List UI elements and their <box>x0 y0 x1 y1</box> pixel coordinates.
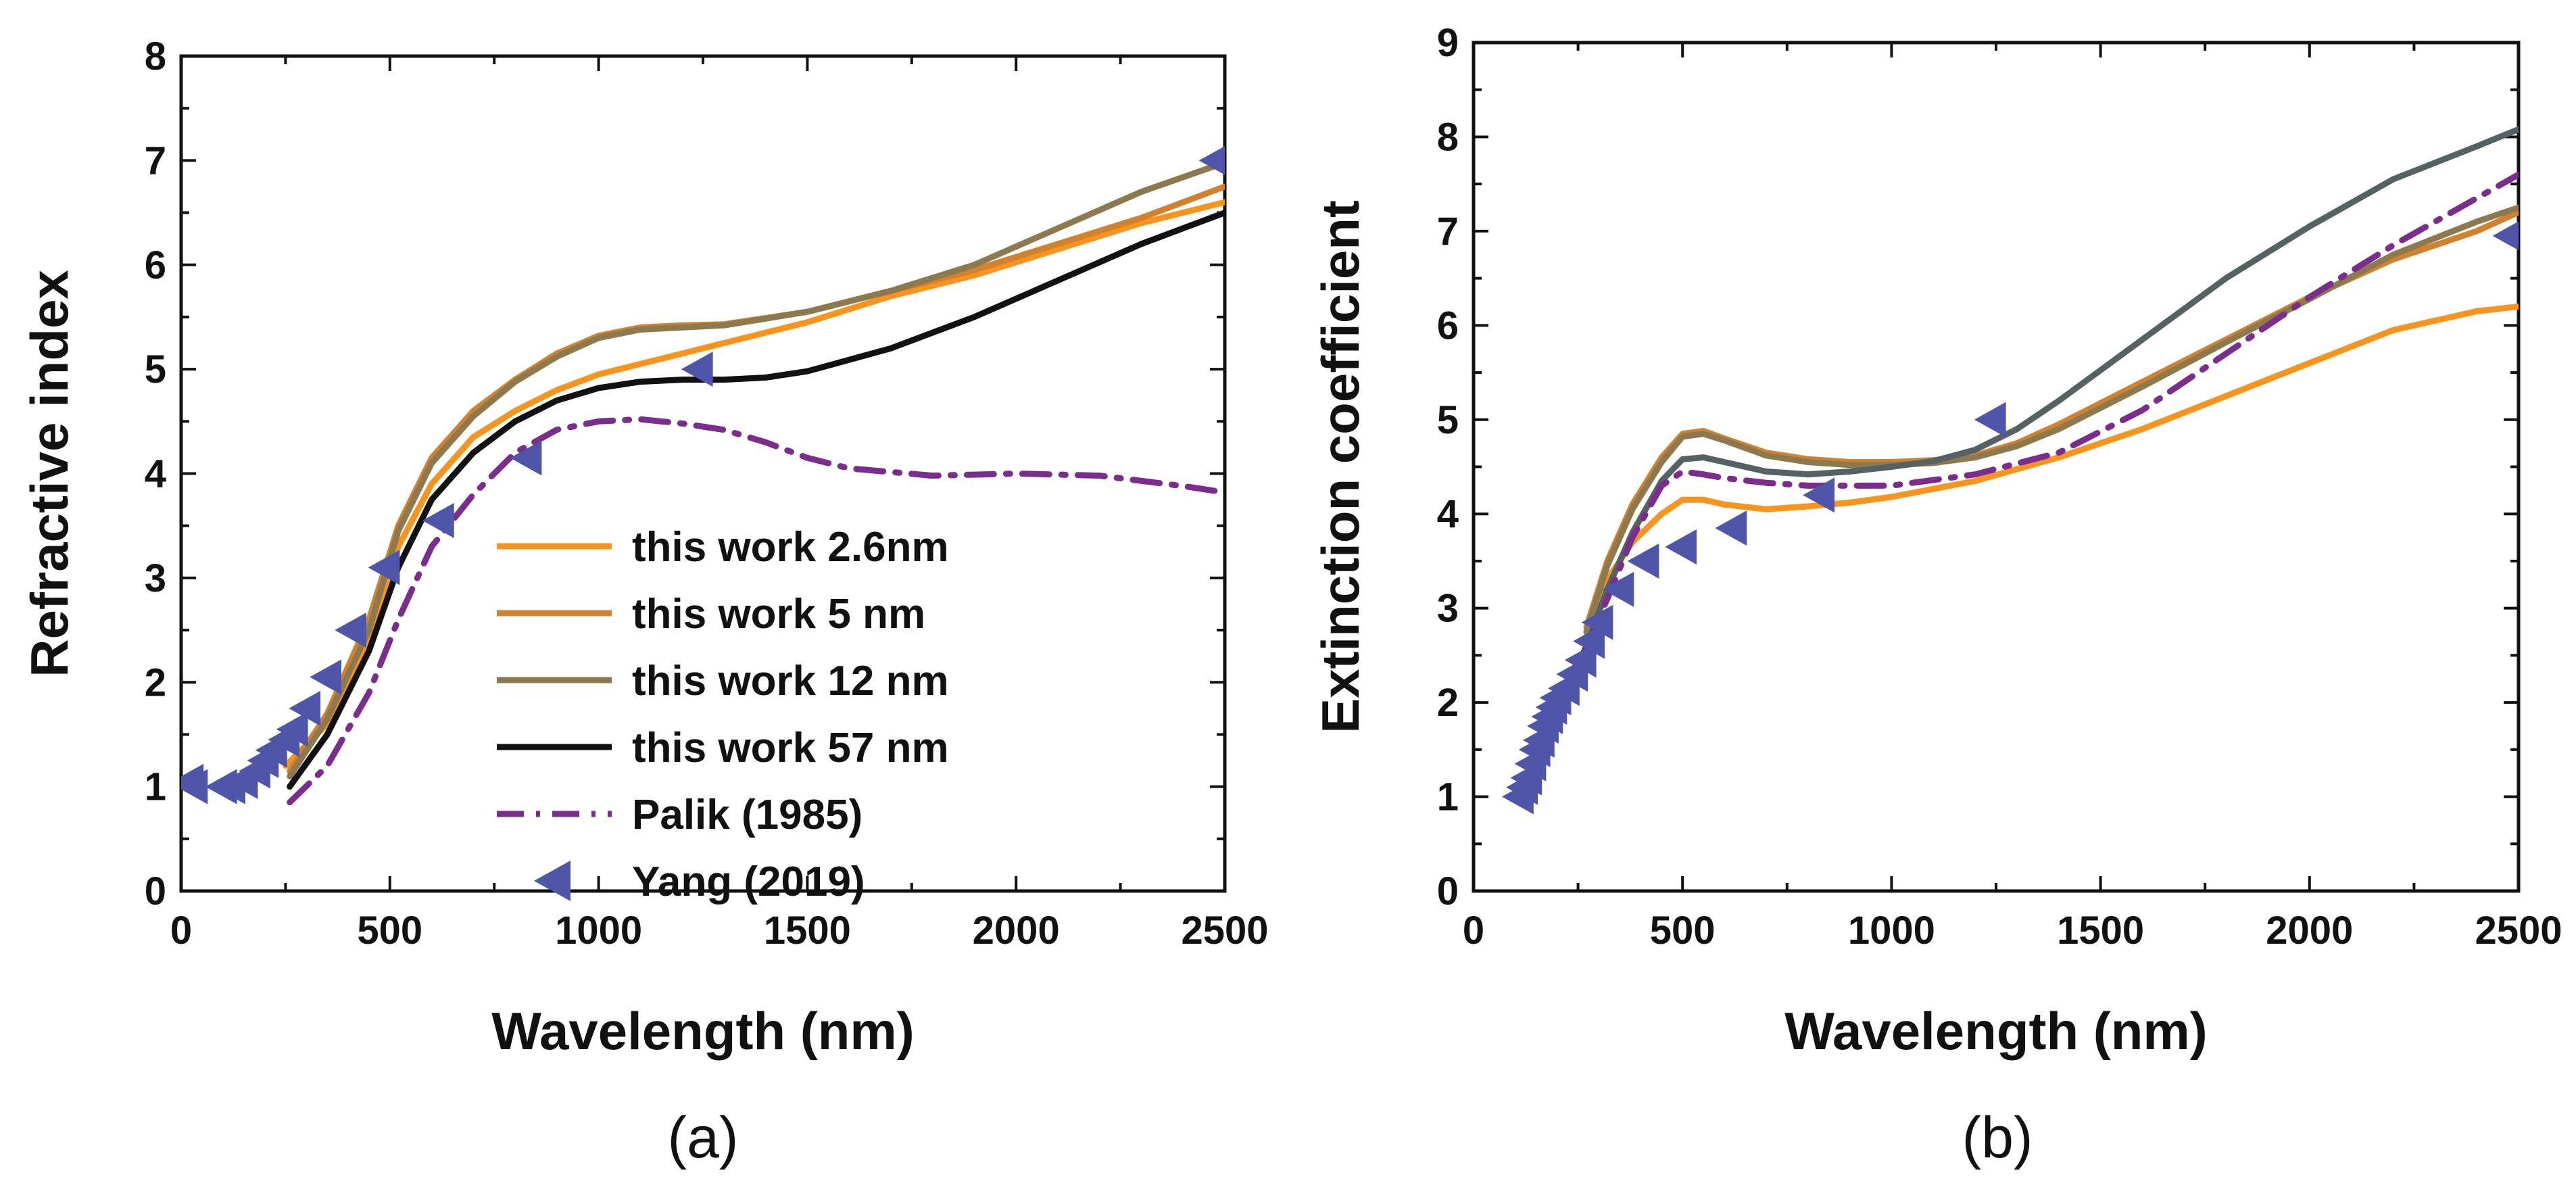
data-point <box>276 711 308 747</box>
y-axis-title: Refractive index <box>20 270 79 677</box>
x-tick-label: 2000 <box>973 909 1060 953</box>
x-tick-label: 2000 <box>2266 909 2353 953</box>
y-tick-label: 6 <box>145 243 166 287</box>
data-point <box>1627 543 1659 579</box>
legend-label: this work 12 nm <box>632 658 949 704</box>
legend: this work 2.6nm this work 5 nm this work 1… <box>497 524 949 905</box>
y-tick-label: 7 <box>145 139 166 183</box>
y-tick-label: 3 <box>1437 587 1459 631</box>
series-line <box>287 160 1225 779</box>
y-tick-label: 9 <box>1437 21 1459 65</box>
series-group <box>181 146 1225 806</box>
x-tick-label: 0 <box>170 909 192 953</box>
y-tick-label: 1 <box>1437 775 1459 819</box>
series-group <box>1502 126 2519 815</box>
series-markers <box>181 146 1225 804</box>
series-line <box>1583 209 2519 631</box>
plot-frame <box>1472 41 2521 893</box>
y-axis-title: Extinction coefficient <box>1311 200 1370 733</box>
x-tick-label: 1500 <box>2057 909 2144 953</box>
y-tick-label: 4 <box>1437 492 1459 536</box>
legend-label: this work 57 nm <box>632 725 949 771</box>
series-line <box>1583 204 2519 635</box>
data-point <box>1974 402 2006 437</box>
series-line <box>1579 171 2519 658</box>
legend-label: Palik (1985) <box>632 792 862 838</box>
data-point <box>1198 146 1225 175</box>
y-tick-label: 0 <box>145 869 166 913</box>
data-point <box>1581 604 1613 640</box>
x-tick-label: 1000 <box>1848 909 1935 953</box>
y-tick-label: 8 <box>145 34 166 78</box>
y-tick-label: 4 <box>145 452 166 496</box>
series-line <box>1583 303 2519 640</box>
data-point <box>181 769 208 804</box>
x-tick-label: 1500 <box>764 909 851 953</box>
y-tick-label: 1 <box>145 765 166 809</box>
data-point <box>1803 477 1835 513</box>
data-point <box>1602 571 1634 607</box>
data-point <box>368 550 400 585</box>
y-tick-label: 8 <box>1437 115 1459 159</box>
data-point <box>1665 529 1697 565</box>
legend-label: Yang (2019) <box>632 859 865 905</box>
legend-label: this work 5 nm <box>632 591 925 637</box>
x-axis-title: Wavelength (nm) <box>491 1001 914 1061</box>
data-point <box>1564 642 1597 678</box>
x-tick-label: 1000 <box>555 909 642 953</box>
legend-swatch <box>534 861 570 901</box>
x-tick-label: 2500 <box>1181 909 1268 953</box>
data-point <box>1573 623 1605 659</box>
y-tick-label: 7 <box>1437 210 1459 254</box>
y-tick-label: 6 <box>1437 304 1459 347</box>
series-line <box>287 416 1225 806</box>
x-tick-label: 500 <box>1650 909 1716 953</box>
x-tick-label: 0 <box>1463 909 1484 953</box>
data-point <box>310 659 341 695</box>
y-tick-label: 3 <box>145 556 166 600</box>
data-point <box>510 440 542 476</box>
panel-refractive-index: 0 500 1000 1500 2000 2500 0 1 2 3 4 5 6 7 8 Wavelength … <box>20 34 1269 1170</box>
y-tick-label: 5 <box>145 347 166 391</box>
data-point <box>2492 221 2519 251</box>
x-axis-title: Wavelength (nm) <box>1784 1001 2207 1061</box>
y-tick-label: 2 <box>1437 681 1459 725</box>
data-point <box>422 502 454 538</box>
data-point <box>289 690 321 726</box>
panel-extinction-coefficient: 0 500 1000 1500 2000 2500 0 1 2 3 4 5 6 7 8 9 Wavelength… <box>1311 21 2562 1170</box>
series-markers <box>1502 221 2519 815</box>
y-tick-label: 5 <box>1437 398 1459 442</box>
x-tick-label: 500 <box>357 909 422 953</box>
series-line <box>1583 126 2519 649</box>
x-tick-label: 2500 <box>2475 909 2562 953</box>
panel-label: (b) <box>1962 1105 2033 1170</box>
data-point <box>681 352 713 387</box>
panel-label: (a) <box>667 1105 738 1170</box>
data-point <box>1715 510 1747 546</box>
data-point <box>335 612 367 648</box>
legend-label: this work 2.6nm <box>632 524 949 571</box>
y-tick-label: 0 <box>1437 869 1459 913</box>
y-tick-label: 2 <box>145 660 166 704</box>
